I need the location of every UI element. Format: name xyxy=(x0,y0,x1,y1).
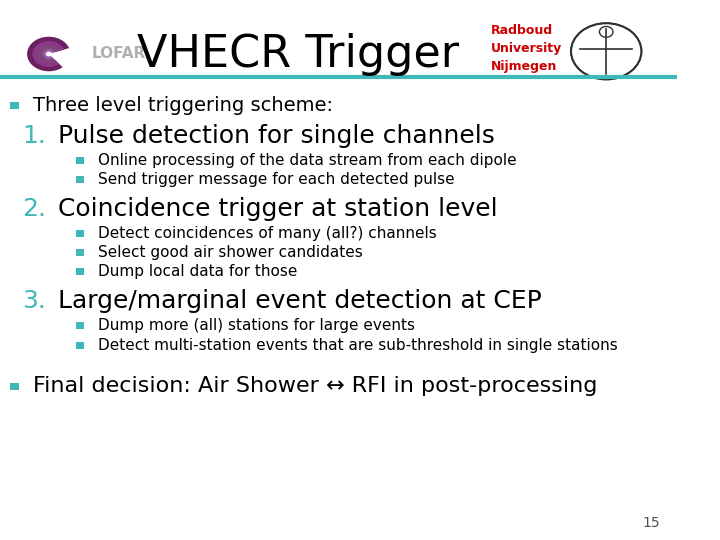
Text: Dump local data for those: Dump local data for those xyxy=(98,264,297,279)
Text: Pulse detection for single channels: Pulse detection for single channels xyxy=(58,124,495,148)
Text: Detect multi-station events that are sub-threshold in single stations: Detect multi-station events that are sub… xyxy=(98,338,618,353)
Text: Select good air shower candidates: Select good air shower candidates xyxy=(98,245,363,260)
Text: Dump more (all) stations for large events: Dump more (all) stations for large event… xyxy=(98,318,415,333)
Text: Radboud
University
Nijmegen: Radboud University Nijmegen xyxy=(491,24,562,73)
FancyBboxPatch shape xyxy=(11,102,19,109)
Text: 2.: 2. xyxy=(22,197,46,221)
Text: Three level triggering scheme:: Three level triggering scheme: xyxy=(32,96,333,115)
FancyBboxPatch shape xyxy=(76,321,84,328)
FancyBboxPatch shape xyxy=(76,342,84,349)
Circle shape xyxy=(600,26,613,37)
Text: Send trigger message for each detected pulse: Send trigger message for each detected p… xyxy=(98,172,455,187)
Text: 3.: 3. xyxy=(22,289,46,313)
Text: Detect coincidences of many (all?) channels: Detect coincidences of many (all?) chann… xyxy=(98,226,437,241)
FancyBboxPatch shape xyxy=(76,157,84,164)
Wedge shape xyxy=(27,37,69,71)
Wedge shape xyxy=(42,49,55,59)
Text: 1.: 1. xyxy=(22,124,46,148)
FancyBboxPatch shape xyxy=(76,176,84,183)
Circle shape xyxy=(571,23,642,79)
Text: Coincidence trigger at station level: Coincidence trigger at station level xyxy=(58,197,498,221)
FancyBboxPatch shape xyxy=(11,382,19,390)
FancyBboxPatch shape xyxy=(76,230,84,237)
Text: Large/marginal event detection at CEP: Large/marginal event detection at CEP xyxy=(58,289,541,313)
Text: Final decision: Air Shower ↔ RFI in post-processing: Final decision: Air Shower ↔ RFI in post… xyxy=(32,376,597,396)
Text: VHECR Trigger: VHECR Trigger xyxy=(137,32,459,76)
Text: Online processing of the data stream from each dipole: Online processing of the data stream fro… xyxy=(98,153,517,168)
Text: 15: 15 xyxy=(643,516,660,530)
FancyBboxPatch shape xyxy=(76,248,84,255)
Text: LOFAR: LOFAR xyxy=(91,46,145,62)
Wedge shape xyxy=(32,41,64,67)
Wedge shape xyxy=(38,45,59,63)
FancyBboxPatch shape xyxy=(76,268,84,275)
